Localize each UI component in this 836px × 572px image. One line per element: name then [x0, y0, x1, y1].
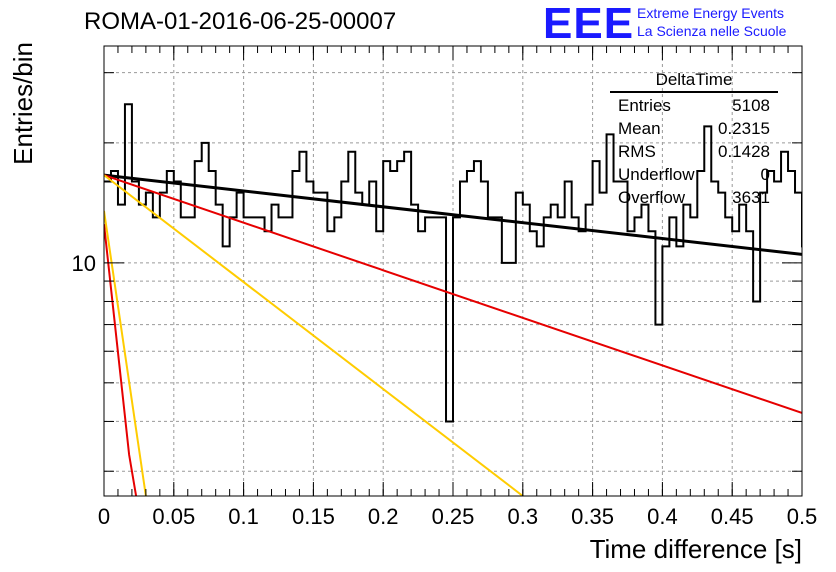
y-axis-title: Entries/bin	[8, 42, 38, 165]
stats-label: Overflow	[618, 188, 686, 207]
fit-curve	[104, 224, 138, 496]
x-axis-title: Time difference [s]	[590, 534, 802, 564]
x-tick-label: 0.1	[228, 504, 259, 529]
x-tick-label: 0.5	[787, 504, 818, 529]
x-tick-label: 0.2	[368, 504, 399, 529]
x-tick-label: 0.45	[711, 504, 754, 529]
chart-title: ROMA-01-2016-06-25-00007	[84, 8, 397, 35]
stats-value: 3631	[732, 188, 770, 207]
x-tick-label: 0.35	[571, 504, 614, 529]
x-tick-label: 0	[98, 504, 110, 529]
stats-row-underflow: Underflow 0	[610, 163, 778, 186]
logo-line-2: La Scienza nelle Scuole	[637, 23, 787, 39]
eee-logo: EEE	[543, 0, 635, 48]
x-tick-label: 0.05	[152, 504, 195, 529]
stats-row-overflow: Overflow 3631	[610, 186, 778, 209]
stats-row-entries: Entries 5108	[610, 94, 778, 117]
axis-labels: 0 0.05 0.1 0.15 0.2 0.25 0.3 0.35 0.4 0.45 0.5 10 Ti…	[8, 42, 817, 564]
stats-row-mean: Mean 0.2315	[610, 117, 778, 140]
x-tick-label: 0.4	[647, 504, 678, 529]
stats-value: 5108	[732, 96, 770, 115]
logo-line-1: Extreme Energy Events	[637, 5, 785, 21]
stats-label: Entries	[618, 96, 671, 115]
fit-curve	[104, 210, 147, 496]
x-tick-label: 0.15	[292, 504, 335, 529]
stats-row-rms: RMS 0.1428	[610, 140, 778, 163]
fit-curve	[104, 174, 524, 496]
stats-value: 0	[760, 165, 770, 184]
x-tick-label: 0.25	[432, 504, 475, 529]
fit-curves	[104, 173, 802, 496]
stats-value: 0.2315	[718, 119, 770, 138]
stats-box: DeltaTime Entries 5108 Mean 0.2315 RMS 0…	[610, 70, 778, 209]
stats-label: Underflow	[618, 165, 695, 184]
stats-value: 0.1428	[718, 142, 770, 161]
stats-label: RMS	[618, 142, 656, 161]
fit-curve	[104, 173, 802, 256]
axis-ticks	[103, 46, 803, 496]
fit-curve	[104, 174, 802, 414]
x-tick-label: 0.3	[508, 504, 539, 529]
stats-title: DeltaTime	[610, 70, 778, 93]
logo-caption: Extreme Energy Events La Scienza nelle S…	[637, 4, 786, 40]
stats-label: Mean	[618, 119, 661, 138]
y-tick-label: 10	[72, 251, 96, 276]
